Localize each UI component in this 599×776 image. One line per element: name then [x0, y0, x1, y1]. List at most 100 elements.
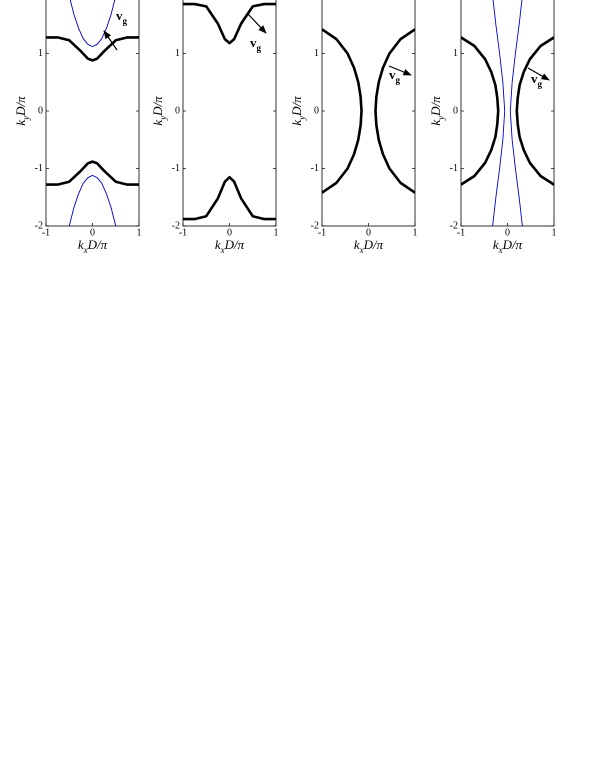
y-axis-label-part: y: [436, 116, 446, 121]
axes-frame: [182, 0, 277, 227]
x-axis-label-part: D/π: [363, 237, 384, 252]
y-tick-label: 2: [453, 0, 458, 1]
curve: [69, 0, 116, 48]
x-axis-label-part: x: [83, 245, 88, 255]
y-axis-label-part: k: [150, 120, 165, 126]
y-tick-label: 1: [175, 48, 180, 59]
x-tick-label: -1: [42, 227, 50, 238]
curve: [46, 36, 139, 62]
x-axis-label-part: D/π: [87, 237, 108, 252]
y-tick-label: -2: [172, 220, 180, 231]
y-axis-label-part: y: [21, 116, 31, 121]
y-tick-label: 0: [175, 105, 180, 116]
y-tick-label: 1: [38, 48, 43, 59]
y-tick-label: 0: [314, 105, 319, 116]
curve: [322, 28, 363, 194]
y-axis-label-part: y: [158, 116, 168, 121]
plot-area: [461, 0, 554, 226]
y-tick-label: -2: [450, 220, 458, 231]
axes-frame: [321, 0, 416, 227]
x-axis-label-part: k: [215, 237, 221, 252]
axes-frame: [460, 0, 555, 227]
x-tick-label: -1: [457, 227, 465, 238]
annotation-part: v: [250, 35, 257, 50]
y-tick-label: 1: [314, 48, 319, 59]
x-axis-label-part: k: [78, 237, 84, 252]
curve: [515, 36, 554, 186]
x-axis-label: kxD/π: [215, 237, 245, 255]
x-tick-label: 0: [227, 227, 232, 238]
x-axis-label: kxD/π: [354, 237, 384, 255]
x-tick-label: 1: [274, 227, 279, 238]
x-axis-label-part: k: [493, 237, 499, 252]
y-axis-label-part: k: [289, 120, 304, 126]
x-tick-label: 0: [505, 227, 510, 238]
x-tick-label: 0: [366, 227, 371, 238]
y-axis-label-part: D/π: [150, 96, 165, 117]
y-tick-label: 1: [453, 48, 458, 59]
x-tick-label: -1: [179, 227, 187, 238]
x-axis-label-part: k: [354, 237, 360, 252]
y-axis-label-part: D/π: [13, 96, 28, 117]
axes-frame: [45, 0, 140, 227]
annotation: vg: [116, 8, 128, 26]
y-tick-label: -1: [450, 163, 458, 174]
arrow: [388, 65, 412, 76]
curve: [492, 0, 506, 226]
x-tick-label: -1: [318, 227, 326, 238]
y-tick-label: 2: [175, 0, 180, 1]
annotation-part: v: [531, 71, 538, 86]
annotation-part: g: [396, 75, 401, 85]
curve: [46, 160, 139, 186]
curve: [183, 175, 276, 221]
annotation-part: g: [538, 79, 543, 89]
plot-area: [183, 2, 276, 221]
y-axis-label: kyD/π: [13, 96, 31, 126]
y-tick-label: -1: [35, 163, 43, 174]
x-axis-label: kxD/π: [78, 237, 108, 255]
x-axis-label-part: x: [220, 245, 225, 255]
x-axis-label: kxD/π: [493, 237, 523, 255]
curve: [183, 2, 276, 45]
y-tick-label: 0: [38, 105, 43, 116]
x-axis-label-part: D/π: [224, 237, 245, 252]
y-tick-label: -2: [311, 220, 319, 231]
y-axis-label-part: D/π: [289, 96, 304, 117]
x-tick-label: 1: [413, 227, 418, 238]
y-axis-label-part: k: [13, 120, 28, 126]
arrow: [247, 13, 267, 34]
y-tick-label: 2: [38, 0, 43, 1]
x-tick-label: 0: [90, 227, 95, 238]
y-axis-label-part: y: [297, 116, 307, 121]
y-tick-label: -1: [311, 163, 319, 174]
curve: [68, 174, 117, 226]
y-axis-label: kyD/π: [289, 96, 307, 126]
x-tick-label: 1: [552, 227, 557, 238]
y-axis-label-part: k: [428, 120, 443, 126]
annotation-part: g: [257, 43, 262, 53]
plot-area: [46, 0, 139, 226]
y-tick-label: 0: [453, 105, 458, 116]
y-axis-label-part: D/π: [428, 96, 443, 117]
curve: [509, 0, 523, 226]
y-axis-label: kyD/π: [150, 96, 168, 126]
annotation: vg: [250, 35, 262, 53]
curve: [374, 28, 415, 194]
annotation-part: v: [116, 8, 123, 23]
annotation-part: v: [389, 67, 396, 82]
annotation-part: g: [123, 16, 128, 26]
x-axis-label-part: x: [359, 245, 364, 255]
annotation: vg: [389, 67, 401, 85]
y-tick-label: -1: [172, 163, 180, 174]
x-axis-label-part: D/π: [502, 237, 523, 252]
y-tick-label: -2: [35, 220, 43, 231]
arrow: [103, 30, 118, 51]
annotation: vg: [531, 71, 543, 89]
y-axis-label: kyD/π: [428, 96, 446, 126]
x-tick-label: 1: [137, 227, 142, 238]
arrow: [527, 67, 550, 81]
